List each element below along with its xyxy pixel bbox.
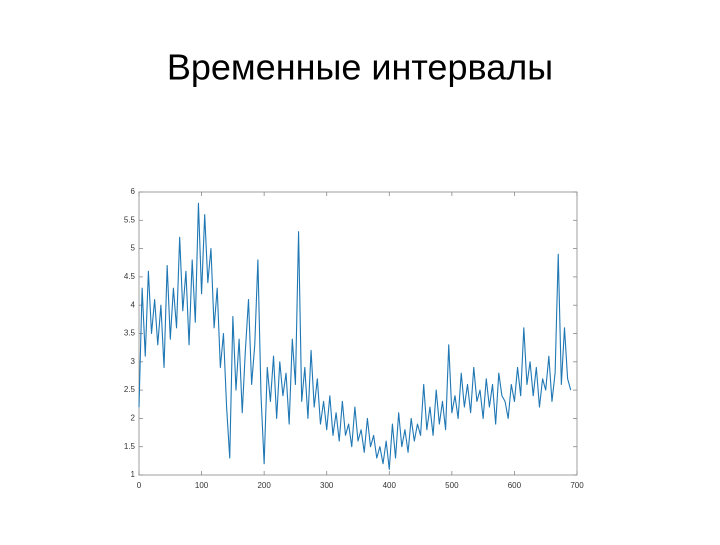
y-tick-label: 6	[131, 187, 136, 196]
x-tick-label: 0	[137, 481, 142, 490]
y-tick-label: 3.5	[124, 329, 136, 338]
x-tick-label: 200	[257, 481, 271, 490]
y-tick-label: 4.5	[124, 272, 136, 281]
y-tick-label: 1.5	[124, 442, 136, 451]
y-tick-label: 5.5	[124, 215, 136, 224]
y-tick-label: 2	[131, 414, 136, 423]
x-tick-label: 100	[195, 481, 209, 490]
y-tick-label: 2.5	[124, 385, 136, 394]
x-tick-label: 700	[570, 481, 584, 490]
slide-title: Временные интервалы	[167, 47, 553, 88]
x-tick-label: 600	[508, 481, 522, 490]
x-tick-label: 500	[445, 481, 459, 490]
plot-frame	[138, 191, 578, 476]
y-tick-label: 3	[131, 357, 136, 366]
y-tick-label: 4	[131, 300, 136, 309]
y-tick-label: 1	[131, 470, 136, 479]
x-tick-label: 300	[320, 481, 334, 490]
x-tick-label: 400	[383, 481, 397, 490]
y-tick-label: 5	[131, 244, 136, 253]
data-line	[138, 202, 572, 470]
